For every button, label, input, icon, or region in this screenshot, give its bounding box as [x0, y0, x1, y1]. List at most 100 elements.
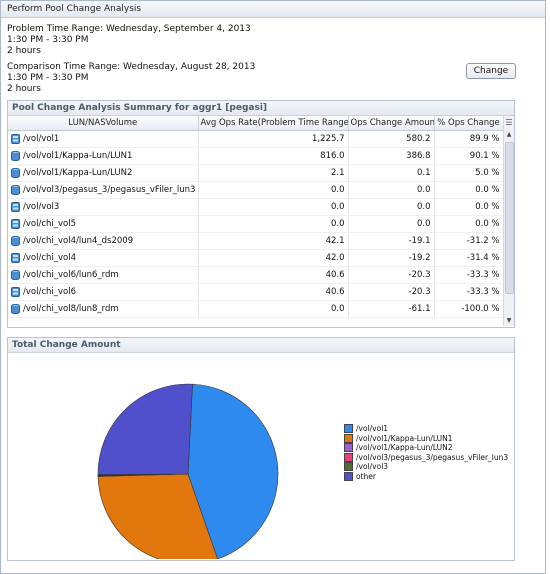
table-row[interactable]: /vol/chi_vol5 0.0 0.0 0.0 %: [8, 215, 504, 233]
legend-item: /vol/vol3/pegasus_3/pegasus_vFiler_lun3: [344, 453, 508, 463]
volume-icon: [11, 219, 20, 229]
problem-time: 1:30 PM - 3:30 PM: [7, 35, 89, 45]
legend-swatch: [344, 452, 353, 462]
legend-swatch: [344, 443, 353, 453]
lun-icon: [11, 270, 20, 280]
table-row[interactable]: /vol/vol1/Kappa-Lun/LUN1 816.0 386.8 90.1 %: [8, 147, 504, 165]
column-chooser-icon[interactable]: ☰: [505, 118, 513, 127]
legend-label: /vol/vol3: [356, 462, 389, 471]
volume-icon: [11, 253, 20, 263]
summary-scrollbar[interactable]: ☰ ▲ ▼: [503, 116, 514, 326]
row-name: /vol/vol1/Kappa-Lun/LUN1: [23, 151, 133, 161]
lun-icon: [11, 236, 20, 246]
row-ops-change: 0.0: [348, 215, 435, 233]
row-ops-change: -19.2: [348, 249, 435, 267]
volume-icon: [11, 287, 20, 297]
lun-icon: [11, 168, 20, 178]
summary-title: Pool Change Analysis Summary for aggr1 […: [8, 101, 514, 116]
summary-table: LUN/NASVolume Avg Ops Rate(Problem Time …: [8, 116, 504, 318]
volume-icon: [11, 202, 20, 212]
legend-item: /vol/vol1/Kappa-Lun/LUN2: [344, 443, 508, 453]
total-change-title: Total Change Amount: [8, 338, 514, 353]
row-avg-ops: 0.0: [198, 300, 349, 318]
table-row[interactable]: /vol/chi_vol6 40.6 -20.3 -33.3 %: [8, 283, 504, 301]
row-avg-ops: 40.6: [198, 283, 349, 301]
legend-swatch: [344, 471, 353, 481]
comparison-time-range: Comparison Time Range: Wednesday, August…: [7, 62, 255, 95]
table-row[interactable]: /vol/vol3/pegasus_3/pegasus_vFiler_lun3 0…: [8, 181, 504, 199]
pie-slice: [187, 383, 279, 559]
volume-icon: [11, 134, 20, 144]
table-row[interactable]: /vol/vol1 1,225.7 580.2 89.9 %: [8, 130, 504, 148]
row-ops-change: 580.2: [348, 130, 435, 148]
lun-icon: [11, 185, 20, 195]
scroll-down-icon[interactable]: ▼: [506, 317, 512, 324]
row-ops-change: -61.1: [348, 300, 435, 318]
row-ops-change: 0.0: [348, 181, 435, 199]
window-title: Perform Pool Change Analysis: [1, 1, 545, 18]
row-name: /vol/vol1: [23, 134, 60, 144]
row-pct-change: -33.3 %: [434, 283, 504, 301]
legend-swatch: [344, 424, 353, 434]
legend-swatch: [344, 433, 353, 443]
scroll-up-icon[interactable]: ▲: [506, 131, 512, 138]
change-button[interactable]: Change: [466, 63, 516, 79]
row-name: /vol/chi_vol8/lun8_rdm: [23, 304, 119, 314]
scroll-thumb[interactable]: [505, 142, 514, 294]
table-row[interactable]: /vol/chi_vol4 42.0 -19.2 -31.4 %: [8, 249, 504, 267]
row-name: /vol/vol1/Kappa-Lun/LUN2: [23, 168, 133, 178]
table-row[interactable]: /vol/chi_vol4/lun4_ds2009 42.1 -19.1 -31.2 …: [8, 232, 504, 250]
pie-slice: [97, 473, 218, 559]
row-ops-change: 0.0: [348, 198, 435, 216]
comparison-time: 1:30 PM - 3:30 PM: [7, 73, 89, 83]
table-row[interactable]: /vol/vol1/Kappa-Lun/LUN2 2.1 0.1 5.0 %: [8, 164, 504, 182]
table-row[interactable]: /vol/chi_vol6/lun6_rdm 40.6 -20.3 -33.3 %: [8, 266, 504, 284]
table-row[interactable]: /vol/vol3 0.0 0.0 0.0 %: [8, 198, 504, 216]
legend-label: /vol/vol1/Kappa-Lun/LUN2: [356, 443, 453, 452]
row-name: /vol/chi_vol4: [23, 253, 76, 263]
row-pct-change: 90.1 %: [434, 147, 504, 165]
row-ops-change: -19.1: [348, 232, 435, 250]
row-name: /vol/vol3/pegasus_3/pegasus_vFiler_lun3: [23, 185, 195, 195]
row-ops-change: -20.3: [348, 266, 435, 284]
row-pct-change: 0.0 %: [434, 181, 504, 199]
col-header-avg-ops[interactable]: Avg Ops Rate(Problem Time Range): [198, 116, 349, 131]
table-row[interactable]: /vol/chi_vol8/lun8_rdm 0.0 -61.1 -100.0 %: [8, 300, 504, 318]
col-header-ops-change[interactable]: Ops Change Amount: [348, 116, 435, 131]
pie-legend: /vol/vol1/vol/vol1/Kappa-Lun/LUN1/vol/vo…: [344, 424, 508, 481]
comparison-range-label: Comparison Time Range: Wednesday, August…: [7, 62, 256, 72]
legend-label: other: [356, 471, 376, 481]
row-avg-ops: 816.0: [198, 147, 349, 165]
row-name: /vol/chi_vol6: [23, 287, 76, 297]
legend-item: other: [344, 472, 508, 482]
row-avg-ops: 2.1: [198, 164, 349, 182]
col-header-lun[interactable]: LUN/NASVolume: [8, 116, 199, 131]
legend-label: /vol/vol1: [356, 424, 389, 433]
legend-item: /vol/vol1/Kappa-Lun/LUN1: [344, 434, 508, 444]
problem-duration: 2 hours: [7, 46, 41, 56]
row-avg-ops: 42.0: [198, 249, 349, 267]
summary-table-container: LUN/NASVolume Avg Ops Rate(Problem Time …: [8, 116, 514, 326]
legend-item: /vol/vol3: [344, 462, 508, 472]
row-pct-change: 0.0 %: [434, 215, 504, 233]
legend-swatch: [344, 462, 353, 472]
col-header-pct-change[interactable]: % Ops Change: [434, 116, 504, 131]
pie-chart: [97, 383, 279, 559]
row-avg-ops: 0.0: [198, 215, 349, 233]
row-name: /vol/chi_vol6/lun6_rdm: [23, 270, 119, 280]
summary-header-row: LUN/NASVolume Avg Ops Rate(Problem Time …: [8, 116, 504, 131]
row-ops-change: 0.1: [348, 164, 435, 182]
row-name: /vol/chi_vol5: [23, 219, 76, 229]
row-pct-change: -100.0 %: [434, 300, 504, 318]
row-pct-change: -33.3 %: [434, 266, 504, 284]
row-name: /vol/chi_vol4/lun4_ds2009: [23, 236, 134, 246]
row-pct-change: 0.0 %: [434, 198, 504, 216]
row-avg-ops: 0.0: [198, 198, 349, 216]
row-pct-change: 89.9 %: [434, 130, 504, 148]
pie-slice: [97, 383, 193, 476]
row-avg-ops: 42.1: [198, 232, 349, 250]
row-name: /vol/vol3: [23, 202, 60, 212]
comparison-duration: 2 hours: [7, 84, 41, 94]
problem-time-range: Problem Time Range: Wednesday, September…: [7, 24, 251, 57]
legend-item: /vol/vol1: [344, 424, 508, 434]
